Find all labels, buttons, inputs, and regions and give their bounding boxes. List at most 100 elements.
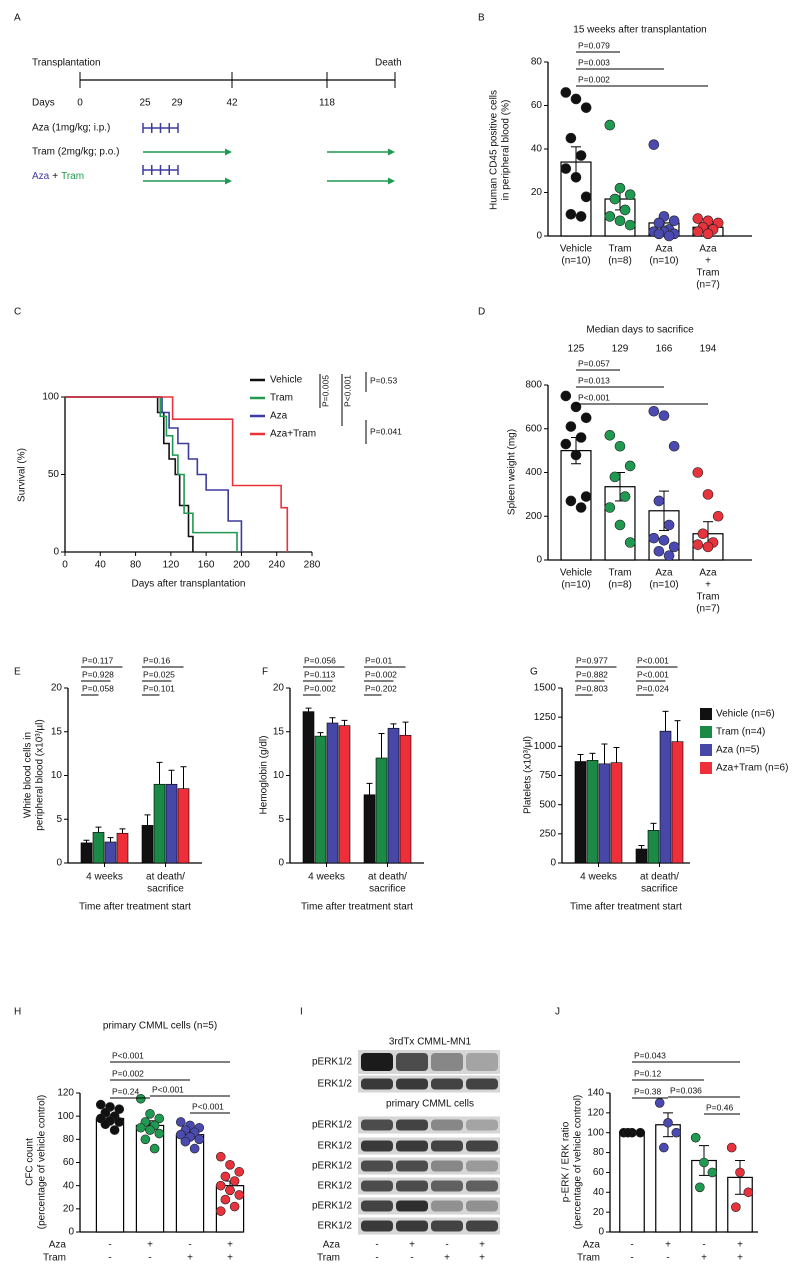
y-tick-label: 400	[525, 467, 542, 478]
blot-strip	[358, 1197, 500, 1215]
survival-curve	[65, 396, 238, 552]
data-point	[614, 215, 626, 227]
treatment-sign: +	[665, 1240, 671, 1251]
data-point	[726, 1142, 737, 1153]
y-tick-label: 40	[63, 1180, 75, 1191]
treatment-name: Tram	[577, 1253, 600, 1264]
x-tick-label: Aza	[655, 568, 673, 579]
y-axis-label: in peripheral blood (%)	[501, 100, 512, 201]
x-tick-label: 42	[226, 98, 238, 109]
data-point	[624, 460, 636, 472]
data-point	[659, 1142, 669, 1153]
treatment-sign: +	[147, 1240, 153, 1251]
data-point	[570, 401, 582, 413]
y-tick-label: 20	[63, 1203, 75, 1214]
treatment-sign: +	[737, 1240, 743, 1251]
data-point	[668, 541, 680, 553]
data-point	[580, 102, 592, 113]
bar	[659, 730, 672, 864]
treatment-name: Aza	[583, 1240, 601, 1251]
bar	[635, 848, 648, 864]
data-point	[695, 1182, 705, 1193]
blot-row-label: pERK1/2	[312, 1057, 352, 1068]
data-point	[580, 412, 592, 424]
treatment-sign: -	[410, 1253, 413, 1264]
data-point	[702, 541, 714, 553]
blot-band	[466, 1200, 498, 1212]
data-point	[220, 1194, 231, 1205]
y-axis-label: Survival (%)	[17, 448, 28, 502]
blot-band	[466, 1119, 498, 1131]
y-tick-label: 800	[525, 380, 542, 391]
data-point	[635, 1127, 646, 1138]
bar	[141, 825, 154, 864]
y-tick-label: 60	[63, 1157, 75, 1168]
data-point	[560, 438, 572, 450]
x-tick-label: at death/	[640, 872, 679, 883]
treatment-name: Aza	[49, 1240, 67, 1251]
x-tick-label: Tram	[609, 244, 632, 255]
x-tick-label: 4 weeks	[86, 872, 123, 883]
x-tick-label: 200	[233, 560, 250, 571]
legend-label: Tram (n=4)	[716, 727, 765, 738]
data-point	[663, 550, 675, 561]
data-point	[623, 1127, 633, 1138]
p-value: P=0.53	[370, 375, 397, 385]
treatment-sign: +	[444, 1253, 450, 1264]
data-point	[658, 535, 670, 546]
p-value: P=0.977	[576, 655, 608, 665]
x-tick-label: Tram	[609, 568, 632, 579]
data-point	[653, 228, 665, 240]
x-tick-label: Aza	[655, 244, 673, 255]
data-point	[731, 1202, 741, 1212]
treatment-sign: -	[148, 1253, 151, 1264]
data-point	[560, 87, 572, 98]
blot-band	[361, 1200, 393, 1212]
y-tick-label: 0	[536, 231, 542, 242]
x-tick-label: sacrifice	[641, 884, 678, 895]
p-value: P<0.001	[342, 375, 352, 407]
legend-swatch	[700, 762, 712, 774]
data-point	[135, 1122, 146, 1133]
panel-letter: F	[262, 667, 268, 678]
y-tick-label: 80	[531, 57, 543, 68]
legend-swatch	[700, 744, 712, 756]
data-point	[215, 1206, 226, 1216]
bar	[116, 832, 129, 864]
x-tick-label: sacrifice	[147, 884, 184, 895]
blot-row-label: ERK1/2	[318, 1079, 353, 1090]
data-point	[663, 519, 675, 531]
blot-band	[361, 1180, 393, 1192]
data-point	[604, 430, 616, 441]
bar	[375, 757, 388, 864]
data-point	[653, 545, 665, 557]
data-point	[671, 1127, 682, 1138]
p-value: P=0.002	[112, 1068, 144, 1078]
y-tick-label: 0	[53, 547, 59, 558]
data-point	[692, 539, 704, 550]
y-axis-label: (percentage of vehicle control)	[573, 1095, 584, 1230]
blot-band	[361, 1160, 393, 1172]
data-point	[175, 1129, 186, 1140]
bar	[135, 1124, 165, 1233]
panel-letter: C	[14, 307, 21, 318]
bar	[560, 450, 592, 561]
x-tick-label: +	[705, 580, 711, 591]
p-value: P=0.101	[143, 683, 175, 693]
data-point	[580, 191, 592, 203]
bar	[80, 842, 93, 864]
bar	[647, 830, 660, 864]
data-point	[697, 528, 709, 540]
legend-label: Vehicle (n=6)	[716, 709, 775, 720]
p-value: P<0.001	[112, 1050, 144, 1060]
x-tick-label: 118	[319, 98, 335, 109]
data-point	[614, 182, 626, 194]
arm-label-part: +	[52, 171, 58, 182]
bar	[177, 788, 190, 864]
data-point	[653, 495, 665, 507]
data-point	[565, 421, 577, 432]
blot-band	[466, 1053, 498, 1071]
blot-band	[466, 1140, 498, 1152]
data-point	[225, 1160, 235, 1170]
p-value: P=0.025	[143, 669, 175, 679]
